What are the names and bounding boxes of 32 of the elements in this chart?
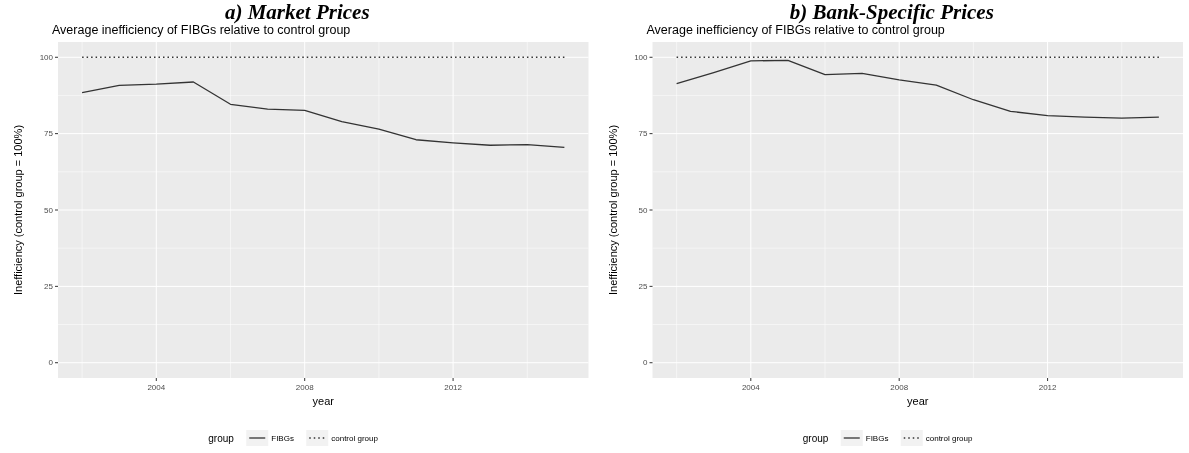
line-series	[81, 81, 566, 149]
legend-title: group	[802, 433, 829, 444]
chart-title: b) Bank-Specific Prices	[789, 0, 994, 24]
legend-label: control group	[925, 434, 973, 443]
legend-label: control group	[331, 434, 379, 443]
x-tick-label: 2012	[444, 383, 463, 392]
y-tick-label: 0	[643, 358, 649, 368]
y-tick-label: 0	[48, 358, 54, 368]
y-tick-label: 75	[44, 129, 54, 139]
line-series	[675, 59, 1160, 119]
y-tick-label: 75	[638, 129, 649, 139]
chart-subtitle: Average inefficiency of FIBGs relative to control group	[646, 23, 945, 37]
chart-subtitle: Average inefficiency of FIBGs relative to control group	[52, 23, 351, 37]
y-tick-label: 100	[39, 52, 54, 62]
y-tick-label: 100	[634, 52, 649, 62]
y-tick-label: 25	[44, 281, 54, 291]
y-tick-label: 25	[638, 281, 649, 291]
y-axis-title: Inefficiency (control group = 100%)	[606, 124, 619, 296]
legend-label: FIBGs	[271, 434, 294, 443]
y-tick-label: 50	[44, 205, 54, 215]
x-tick-label: 2008	[890, 383, 909, 392]
x-tick-label: 2012	[1038, 383, 1058, 392]
chart-title: a) Market Prices	[224, 0, 370, 24]
x-tick-label: 2008	[295, 383, 315, 392]
x-tick-label: 2004	[741, 383, 761, 392]
y-axis-title: Inefficiency (control group = 100%)	[12, 124, 24, 296]
y-tick-label: 50	[638, 205, 649, 215]
legend-title: group	[208, 433, 235, 444]
legend-label: FIBGs	[865, 434, 889, 443]
x-tick-label: 2004	[147, 383, 166, 392]
x-axis-title: year	[312, 395, 335, 407]
x-axis-title: year	[907, 395, 929, 407]
